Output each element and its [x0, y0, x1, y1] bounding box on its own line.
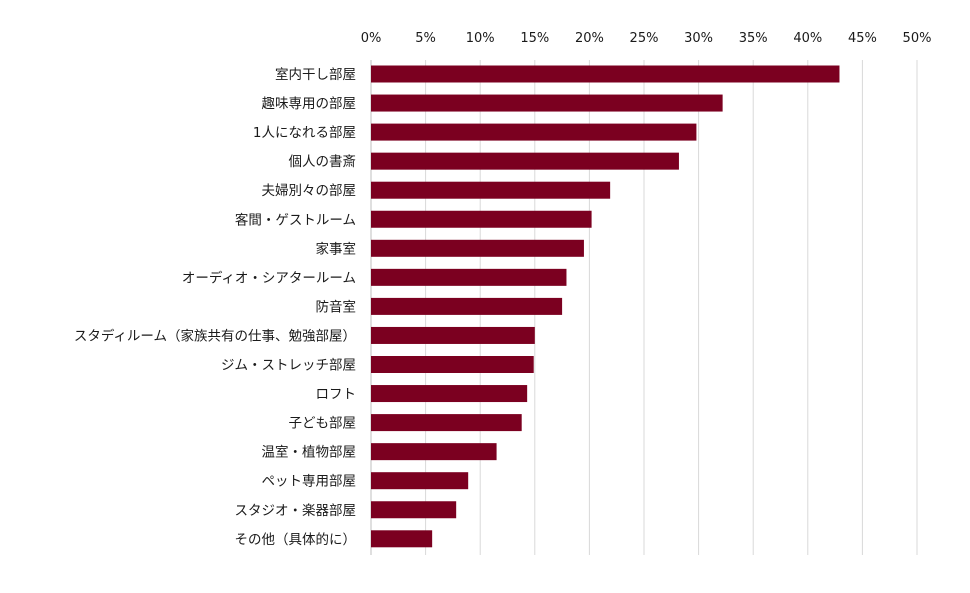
category-label: スタディルーム（家族共有の仕事、勉強部屋） [74, 327, 356, 344]
bar [371, 152, 679, 170]
category-label: 個人の書斎 [289, 153, 357, 170]
x-tick-label: 30% [684, 31, 713, 46]
bar [371, 297, 563, 315]
category-label: 防音室 [316, 298, 357, 315]
bar [371, 530, 433, 548]
gridlines [370, 60, 918, 555]
x-tick-label: 25% [630, 31, 659, 46]
category-label: 1人になれる部屋 [253, 125, 356, 141]
category-label: その他（具体的に） [235, 532, 357, 548]
bar [371, 414, 522, 432]
bar [371, 385, 528, 403]
x-tick-label: 20% [575, 31, 604, 46]
category-label: スタジオ・楽器部屋 [235, 503, 357, 519]
bar [371, 210, 592, 228]
bar [371, 356, 534, 373]
category-label: ロフト [316, 387, 357, 403]
x-tick-label: 50% [903, 31, 932, 46]
bar [371, 94, 723, 112]
category-label: 客間・ゲストルーム [235, 211, 356, 228]
x-tick-label: 45% [848, 31, 877, 46]
category-label: 子ども部屋 [289, 416, 357, 432]
bar [371, 65, 840, 83]
x-axis-ticks: 0% 5% 10% 15% 20% 25% 30% 35% 40% 45% 50% [361, 31, 932, 46]
bars [371, 65, 840, 548]
category-label: ジム・ストレッチ部屋 [221, 358, 356, 374]
x-tick-label: 5% [415, 31, 436, 46]
x-tick-label: 0% [361, 31, 382, 46]
bar [371, 239, 584, 257]
category-label: ペット専用部屋 [262, 474, 357, 490]
category-label: 夫婦別々の部屋 [262, 182, 357, 199]
x-tick-label: 10% [466, 31, 495, 46]
bar [371, 326, 535, 344]
x-tick-label: 35% [739, 31, 768, 46]
x-tick-label: 40% [793, 31, 822, 46]
category-label: オーディオ・シアタールーム [182, 269, 356, 286]
bar [371, 472, 469, 490]
x-tick-label: 15% [520, 31, 549, 46]
category-label: 家事室 [316, 240, 357, 257]
bar [371, 181, 611, 199]
bar [371, 268, 567, 286]
bar [371, 501, 457, 519]
category-label: 温室・植物部屋 [262, 444, 357, 461]
category-label: 趣味専用の部屋 [262, 96, 357, 112]
category-label: 室内干し部屋 [275, 66, 356, 83]
bar [371, 443, 497, 461]
bar [371, 123, 697, 141]
